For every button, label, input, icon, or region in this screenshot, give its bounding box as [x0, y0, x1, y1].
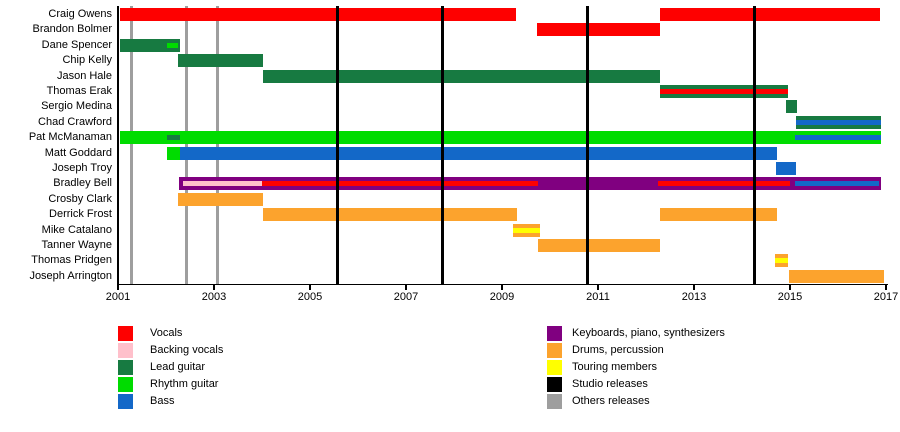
member-label: Joseph Arrington: [29, 269, 112, 282]
legend-swatch-backing_vocals: [118, 343, 133, 358]
axis-tick: [885, 285, 887, 290]
axis-year-label: 2007: [393, 290, 419, 303]
timeline-bar-bass: [776, 162, 797, 175]
member-label: Thomas Erak: [46, 85, 112, 97]
legend-swatch-rhythm_guitar: [118, 377, 133, 392]
timeline-stripe-backing_vocals: [182, 181, 262, 187]
timeline-bar-keyboards: [178, 177, 882, 191]
member-label: Brandon Bolmer: [32, 23, 113, 36]
legend-swatch-vocals: [118, 326, 133, 341]
member-label: Sergio Medina: [41, 100, 112, 113]
timeline-bar-lead_guitar: [796, 115, 882, 129]
legend-label: Studio releases: [572, 378, 648, 390]
timeline-stripe-touring: [513, 227, 540, 233]
member-label: Thomas Pridgen: [31, 254, 112, 267]
member-label: Pat McManaman: [28, 131, 112, 144]
timeline-stripe-bass: [794, 135, 882, 141]
axis-tick: [789, 285, 791, 290]
timeline-bar-drums: [262, 208, 517, 222]
legend-label: Drums, percussion: [572, 344, 664, 356]
timeline-bar-drums: [178, 192, 263, 206]
other-release-line: [130, 6, 134, 284]
timeline-bar-lead_guitar: [178, 54, 263, 68]
timeline-bar-rhythm_guitar: [120, 131, 882, 145]
legend-label: Bass: [150, 395, 175, 407]
axis-year-label: 2001: [105, 290, 131, 303]
legend-swatch-lead_guitar: [118, 360, 133, 375]
member-label: Jason Hale: [56, 69, 112, 82]
axis-tick: [309, 285, 311, 290]
member-label: Chad Crawford: [38, 115, 112, 128]
studio-release-line: [753, 6, 757, 284]
axis-year-label: 2005: [297, 290, 323, 303]
axis-tick: [117, 285, 119, 290]
member-label: Derrick Frost: [49, 208, 112, 221]
timeline-stripe-touring: [775, 258, 789, 264]
axis-year-label: 2003: [201, 290, 227, 303]
axis-year-label: 2017: [873, 290, 899, 303]
studio-release-line: [586, 6, 590, 284]
timeline-bar-lead_guitar: [262, 69, 660, 83]
member-label: Joseph Troy: [52, 162, 112, 174]
member-label: Chip Kelly: [62, 54, 112, 67]
legend-label: Others releases: [572, 395, 650, 407]
timeline-bar-rhythm_guitar: [166, 146, 180, 160]
axis-year-label: 2015: [777, 290, 803, 303]
timeline-stripe-bass: [794, 181, 879, 187]
axis-tick: [597, 285, 599, 290]
axis-tick: [405, 285, 407, 290]
member-label: Tanner Wayne: [41, 239, 112, 251]
timeline-bar-drums: [538, 239, 660, 252]
timeline-bar-drums: [513, 223, 540, 237]
studio-release-line: [336, 6, 340, 284]
timeline-bar-lead_guitar: [120, 38, 180, 52]
axis-tick: [501, 285, 503, 290]
legend-label: Vocals: [150, 327, 183, 339]
legend-swatch-bass: [118, 394, 133, 409]
member-label: Dane Spencer: [41, 38, 112, 51]
member-label: Mike Catalano: [41, 223, 112, 236]
legend-label: Lead guitar: [150, 361, 206, 373]
timeline-bar-lead_guitar: [659, 85, 789, 98]
axis-tick: [213, 285, 215, 290]
timeline-stripe-vocals: [261, 181, 538, 187]
member-label: Bradley Bell: [53, 177, 112, 190]
legend-swatch-keyboards: [547, 326, 562, 341]
timeline-bar-bass: [179, 146, 778, 160]
timeline-stripe-bass: [796, 119, 882, 125]
legend-label: Keyboards, piano, synthesizers: [572, 327, 725, 339]
legend-swatch-touring: [547, 360, 562, 375]
member-label: Crosby Clark: [48, 192, 112, 205]
x-axis-baseline: [117, 283, 888, 285]
legend-label: Touring members: [572, 361, 657, 373]
legend-label: Rhythm guitar: [150, 378, 219, 390]
timeline-bar-lead_guitar: [786, 100, 798, 114]
legend-swatch-others: [547, 394, 562, 409]
other-release-line: [184, 6, 188, 284]
timeline-bar-drums: [659, 208, 778, 222]
timeline-bar-vocals: [537, 23, 660, 37]
axis-year-label: 2011: [586, 290, 610, 303]
studio-release-line: [440, 6, 444, 284]
timeline-bar-vocals: [659, 8, 881, 21]
legend-swatch-studio: [547, 377, 562, 392]
legend-label: Backing vocals: [150, 344, 224, 356]
other-release-line: [216, 6, 220, 284]
timeline-stripe-vocals: [657, 181, 790, 187]
timeline-bar-vocals: [120, 8, 516, 21]
timeline-bar-drums: [775, 254, 789, 268]
member-label: Craig Owens: [48, 8, 112, 20]
axis-year-label: 2009: [489, 290, 515, 303]
y-axis-border-line: [117, 6, 119, 284]
axis-tick: [693, 285, 695, 290]
timeline-stripe-rhythm_guitar: [166, 42, 178, 48]
timeline-stripe-lead_guitar: [166, 135, 180, 141]
legend-swatch-drums: [547, 343, 562, 358]
timeline-stripe-vocals: [659, 89, 789, 94]
timeline-bar-drums: [789, 269, 885, 283]
member-label: Matt Goddard: [44, 146, 112, 159]
axis-year-label: 2013: [681, 290, 707, 303]
